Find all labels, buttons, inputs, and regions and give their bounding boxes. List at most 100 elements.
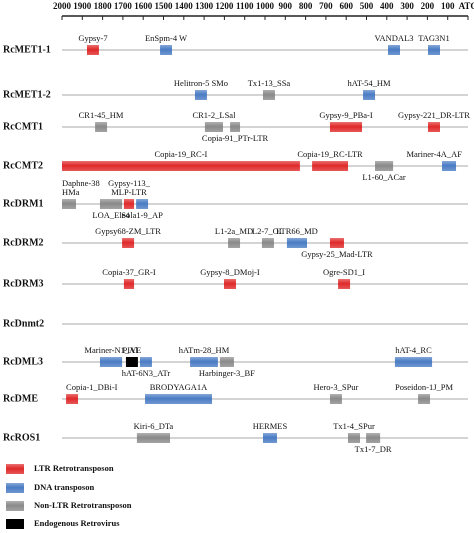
row-label: RcDME (3, 393, 38, 404)
element-label: hAT-6N3_ATr (122, 368, 171, 378)
element (136, 433, 170, 443)
element-label: Gypsy-221_DR-LTR (398, 110, 470, 120)
element-label: Mariner-N1_Al (84, 345, 138, 355)
element-label: Gypsy-8_DMoj-I (200, 267, 260, 277)
row-label: RcDRM1 (3, 198, 44, 209)
element (329, 394, 342, 404)
element (262, 433, 277, 443)
element (428, 122, 440, 132)
tick-label: 2000 (53, 1, 72, 11)
element (366, 433, 381, 443)
element (190, 357, 218, 367)
element-label: Gypsy-7 (78, 33, 107, 43)
element-label: Copia-91_PTr-LTR (202, 133, 269, 143)
legend-swatch (6, 501, 24, 511)
tick-label: 1600 (134, 1, 153, 11)
legend-label: LTR Retrotransposon (34, 463, 114, 473)
element (99, 357, 123, 367)
row-label: RcDRM3 (3, 278, 44, 289)
element-label: Gypsy68-ZM_LTR (95, 226, 161, 236)
element-label: Tx1-4_SPur (333, 421, 375, 431)
legend-swatch (6, 464, 24, 474)
row-label: RcDnmt2 (3, 318, 44, 329)
row-label: RcCMT2 (3, 160, 43, 171)
element-label: Copia-1_DBi-I (66, 382, 118, 392)
element-label: Copia-37_GR-I (102, 267, 156, 277)
row-label: RcROS1 (3, 432, 40, 443)
element (329, 122, 363, 132)
element (338, 279, 351, 289)
element (394, 357, 433, 367)
tick-label: ATG (459, 1, 474, 11)
element-label: Poseidon-1J_PM (395, 382, 454, 392)
tick-label: 100 (441, 1, 455, 11)
element-label: Tx1-7_DR (355, 444, 392, 454)
element-label: Ogre-SD1_I (323, 267, 365, 277)
tick-label: 1000 (256, 1, 275, 11)
tick-label: 500 (360, 1, 374, 11)
element-label: L2-7_OL (252, 226, 284, 236)
element-label: TAG3N1 (418, 33, 449, 43)
tick-label: 400 (380, 1, 394, 11)
element (95, 122, 108, 132)
element-label: CR1-45_HM (79, 110, 124, 120)
element-label: Mariner-4A_AF (406, 149, 462, 159)
row-label: RcDML3 (3, 356, 43, 367)
element (312, 161, 349, 171)
element (261, 238, 274, 248)
tick-label: 600 (339, 1, 353, 11)
element (286, 238, 308, 248)
element (223, 279, 236, 289)
element (86, 45, 99, 55)
element (122, 238, 135, 248)
legend-label: Non-LTR Retrotransposon (34, 500, 132, 510)
element-label: PIVE (122, 345, 141, 355)
element (125, 357, 138, 367)
element-label: hAT-54_HM (347, 78, 391, 88)
element (442, 161, 457, 171)
element (375, 161, 394, 171)
element-label: Kiri-6_DTa (134, 421, 174, 431)
element (99, 199, 123, 209)
element-label: Helitron-5 SMo (174, 78, 228, 88)
element-label: L1-60_ACar (362, 172, 406, 182)
row-label: RcCMT1 (3, 121, 43, 132)
element-label: hAT-4_RC (395, 345, 432, 355)
legend-label: DNA transposon (34, 482, 94, 492)
tick-label: 1500 (155, 1, 174, 11)
element (136, 199, 149, 209)
element-label: Gypsy-25_Mad-LTR (301, 249, 373, 259)
element (329, 238, 344, 248)
legend-swatch (6, 483, 24, 493)
element-label: hATm-28_HM (179, 345, 230, 355)
tick-label: 1400 (175, 1, 194, 11)
element-label: HMa (62, 187, 80, 197)
element (62, 161, 300, 171)
element-label: CR1-2_LSal (192, 110, 236, 120)
tick-label: 900 (279, 1, 293, 11)
element-label: Harbinger-3_BF (199, 368, 255, 378)
element (388, 45, 400, 55)
legend-swatch (6, 519, 24, 529)
element (194, 90, 207, 100)
element (418, 394, 431, 404)
element-label: LTR66_MD (276, 226, 318, 236)
element (348, 433, 361, 443)
element (204, 122, 223, 132)
tick-label: 700 (319, 1, 333, 11)
element-label: HERMES (253, 421, 288, 431)
tick-label: 200 (421, 1, 435, 11)
element-label: BRODYAGA1A (150, 382, 208, 392)
tick-label: 800 (299, 1, 313, 11)
element (228, 238, 241, 248)
element (219, 357, 234, 367)
element (62, 199, 77, 209)
tick-label: 1200 (215, 1, 234, 11)
row-label: RcDRM2 (3, 237, 44, 248)
element (123, 199, 135, 209)
element-label: MLP-LTR (111, 187, 147, 197)
row-label: RcMET1-1 (3, 44, 51, 55)
element (145, 394, 213, 404)
element-label: Copia-19_RC-I (155, 149, 208, 159)
